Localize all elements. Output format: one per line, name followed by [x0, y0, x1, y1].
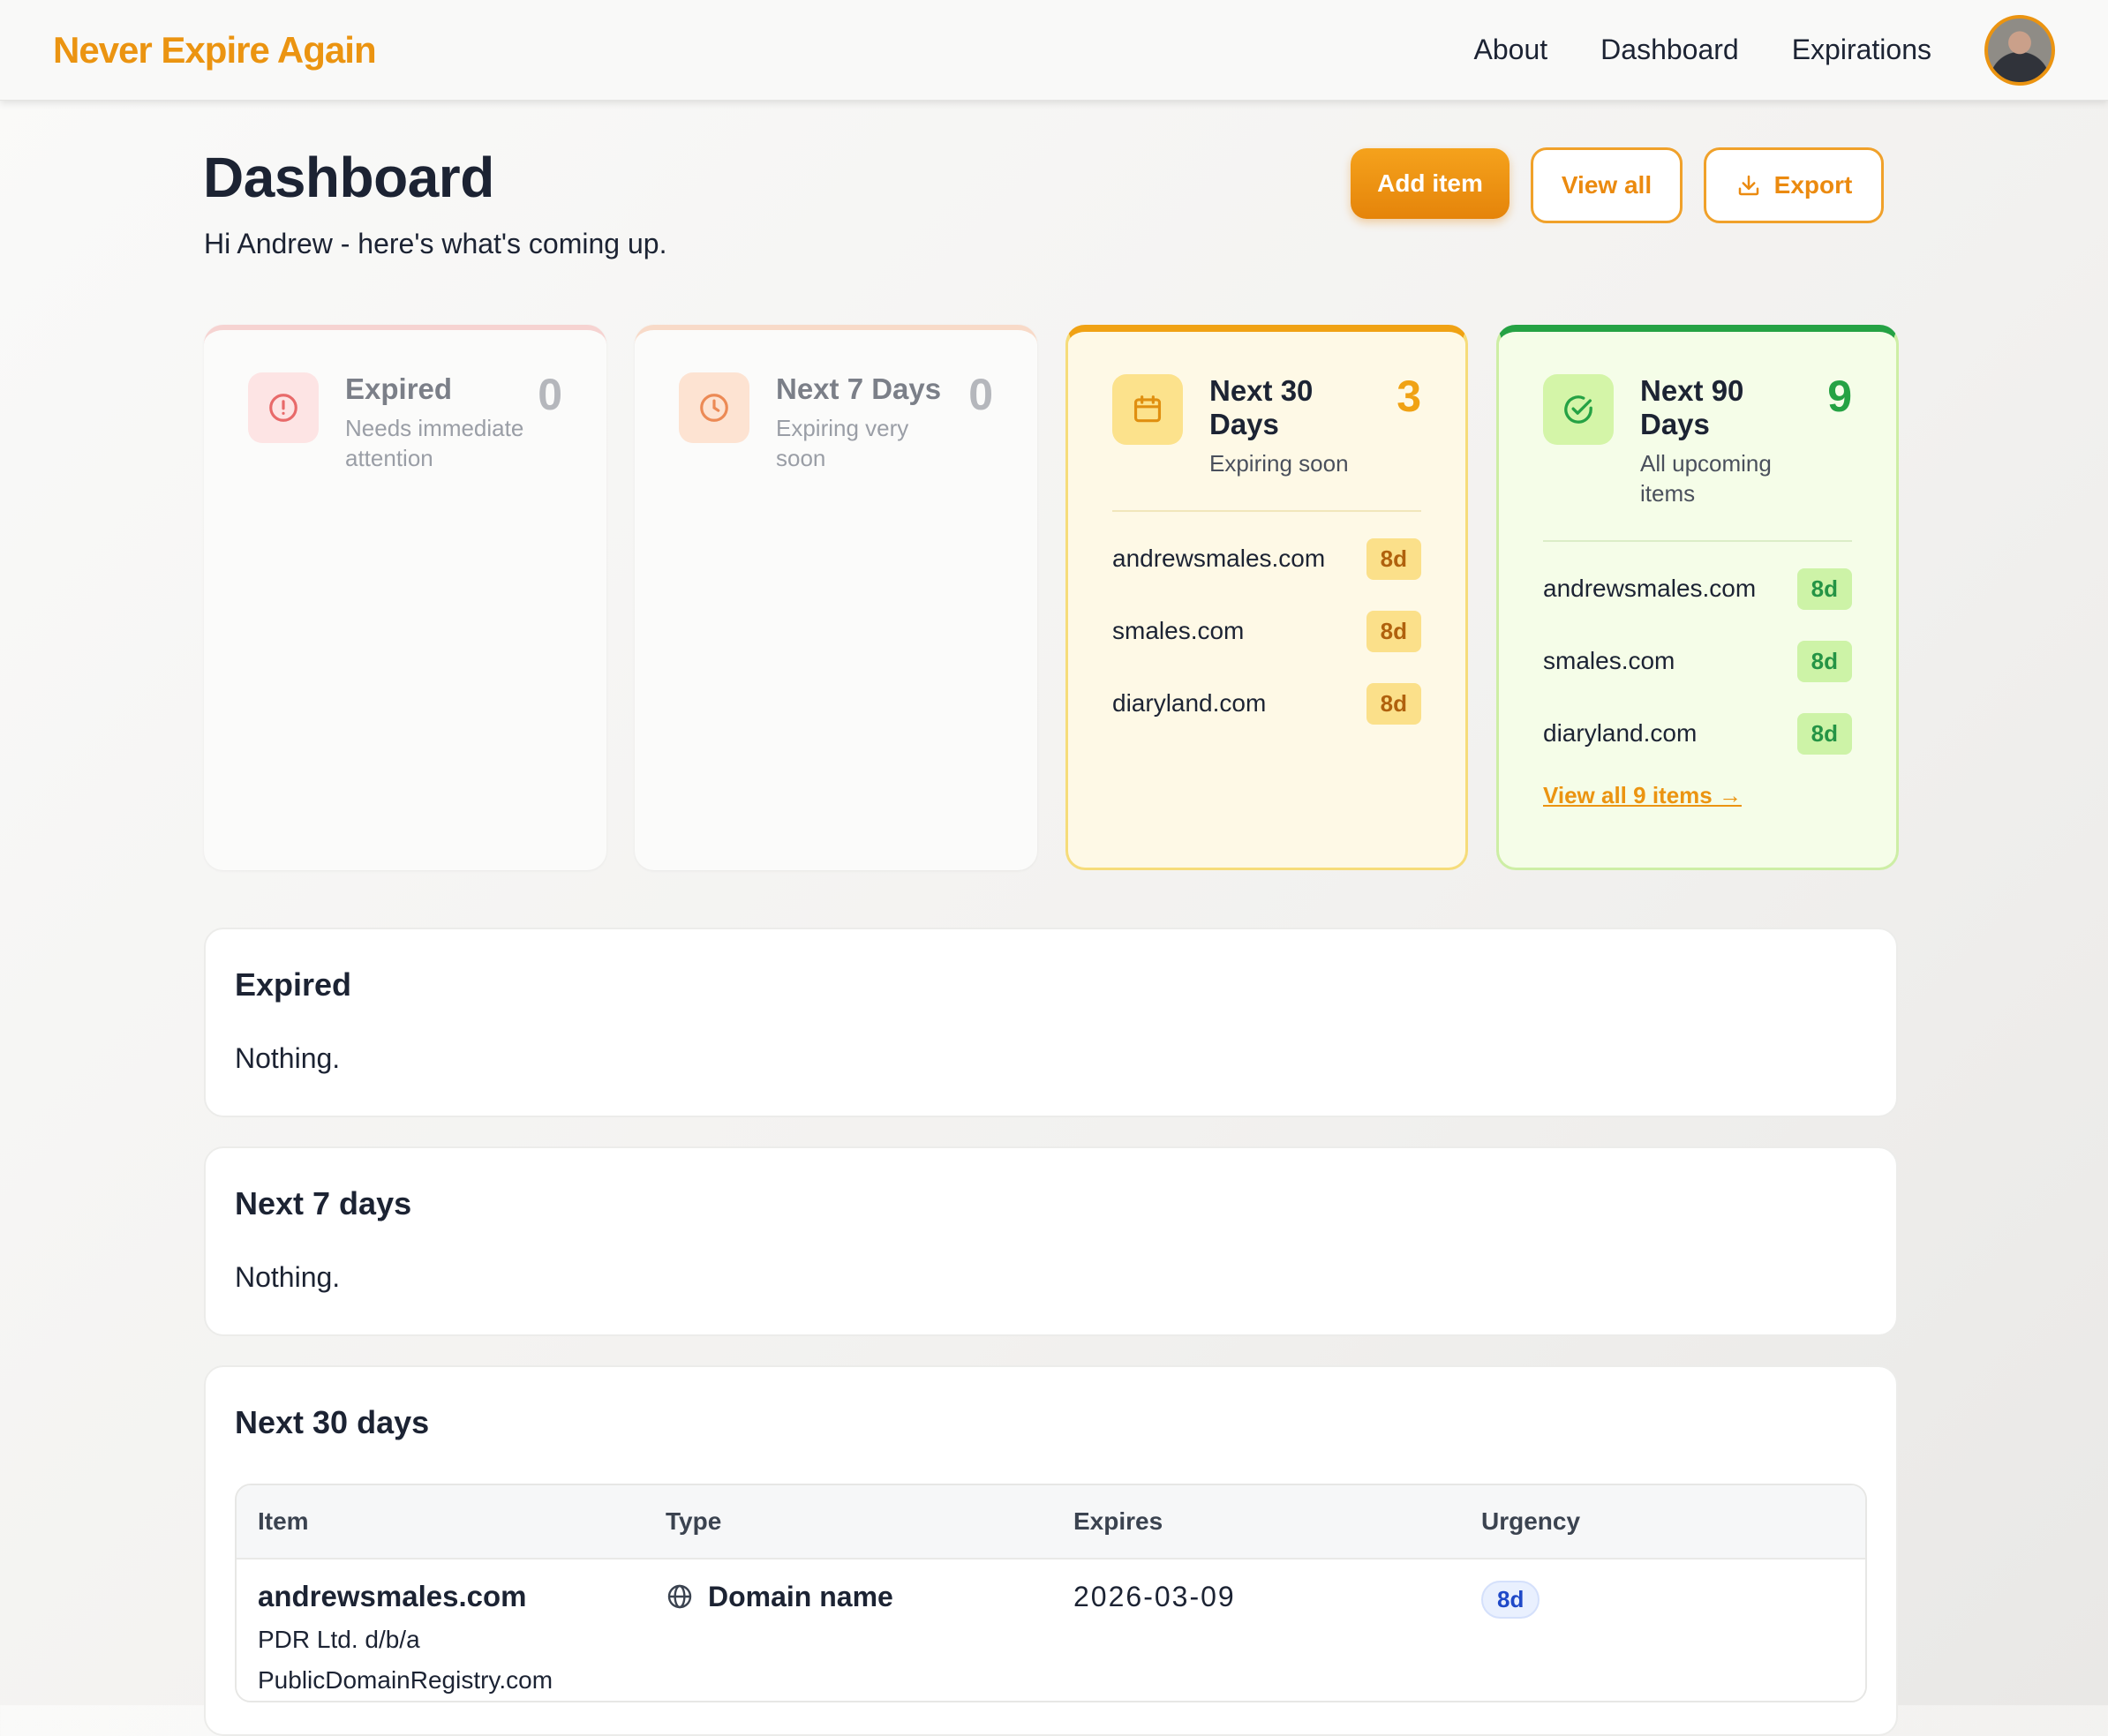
card-next30-count: 3 — [1397, 372, 1421, 421]
list-item[interactable]: andrewsmales.com 8d — [1112, 537, 1421, 581]
card-next30-desc: Expiring soon — [1209, 450, 1349, 477]
item-name: diaryland.com — [1112, 689, 1267, 717]
list-item[interactable]: andrewsmales.com 8d — [1543, 567, 1852, 611]
user-avatar[interactable] — [1984, 14, 2055, 86]
days-left-badge: 8d — [1796, 567, 1852, 610]
card-expired-title: Expired — [345, 372, 453, 405]
days-left-badge: 8d — [1796, 640, 1852, 682]
export-button[interactable]: Export — [1704, 147, 1884, 223]
main-nav: About Dashboard Expirations — [1473, 14, 2055, 86]
section-next-30-days: Next 30 days Item Type Expires Urgency a… — [204, 1365, 1898, 1736]
top-navigation-bar: Never Expire Again About Dashboard Expir… — [0, 0, 2108, 101]
brand-logo[interactable]: Never Expire Again — [53, 28, 377, 71]
type-label: Domain name — [708, 1581, 893, 1612]
download-icon — [1738, 175, 1758, 196]
view-all-label: View all — [1561, 171, 1653, 199]
section-next-7-days: Next 7 days Nothing. — [204, 1146, 1898, 1336]
days-left-badge: 8d — [1366, 610, 1421, 652]
card-expired-count: 0 — [538, 370, 562, 419]
column-header-item[interactable]: Item — [258, 1507, 309, 1535]
card-next7-title: Next 7 Days — [776, 372, 942, 405]
card-divider — [1112, 510, 1421, 512]
urgency-badge: 8d — [1481, 1581, 1540, 1619]
section-title: Expired — [235, 966, 352, 1003]
card-next7-desc: Expiring very soon — [776, 415, 909, 471]
item-name: andrewsmales.com — [1543, 575, 1757, 602]
days-left-badge: 8d — [1366, 682, 1421, 725]
globe-icon — [667, 1584, 692, 1609]
section-title: Next 7 days — [235, 1185, 412, 1221]
list-item[interactable]: diaryland.com 8d — [1112, 681, 1421, 725]
empty-message: Nothing. — [235, 1261, 341, 1293]
page-title: Dashboard — [203, 146, 494, 209]
nav-dashboard-link[interactable]: Dashboard — [1600, 34, 1739, 65]
add-item-label: Add item — [1377, 169, 1483, 197]
card-next-90-days[interactable]: Next 90 Days All upcoming items 9 andrew… — [1496, 325, 1899, 870]
card-next-7-days[interactable]: Next 7 Days Expiring very soon 0 — [635, 325, 1037, 870]
list-item[interactable]: smales.com 8d — [1543, 639, 1852, 683]
cell-type: Domain name — [644, 1579, 1052, 1701]
item-registrar: PDR Ltd. d/b/a PublicDomainRegistry.com — [258, 1626, 553, 1694]
item-name: diaryland.com — [1543, 719, 1698, 747]
card-next90-title: Next 90 Days — [1640, 374, 1744, 440]
item-name: andrewsmales.com — [1112, 545, 1326, 572]
item-name: smales.com — [1543, 647, 1675, 674]
section-expired: Expired Nothing. — [204, 928, 1898, 1117]
card-next-30-days[interactable]: Next 30 Days Expiring soon 3 andrewsmale… — [1065, 325, 1468, 870]
card-expired-desc: Needs immediate attention — [345, 415, 524, 471]
export-label: Export — [1773, 171, 1853, 199]
card-next30-title: Next 30 Days — [1209, 374, 1314, 440]
expirations-table: Item Type Expires Urgency andrewsmales.c… — [235, 1484, 1867, 1702]
item-name[interactable]: andrewsmales.com — [258, 1580, 527, 1612]
table-row[interactable]: andrewsmales.com PDR Ltd. d/b/a PublicDo… — [237, 1559, 1865, 1701]
days-left-badge: 8d — [1796, 712, 1852, 755]
empty-message: Nothing. — [235, 1042, 341, 1074]
nav-expirations-link[interactable]: Expirations — [1791, 34, 1931, 65]
view-all-button[interactable]: View all — [1531, 147, 1683, 223]
column-header-expires[interactable]: Expires — [1073, 1507, 1163, 1535]
expiry-date: 2026-03-09 — [1073, 1581, 1236, 1612]
card-expired[interactable]: Expired Needs immediate attention 0 — [204, 325, 606, 870]
table-header: Item Type Expires Urgency — [237, 1485, 1865, 1559]
cell-urgency: 8d — [1460, 1579, 1865, 1701]
check-circle-icon — [1543, 374, 1614, 445]
page-subtitle: Hi Andrew - here's what's coming up. — [204, 228, 667, 259]
card-next30-list: andrewsmales.com 8d smales.com 8d diaryl… — [1112, 537, 1421, 725]
add-item-button[interactable]: Add item — [1351, 148, 1509, 219]
days-left-badge: 8d — [1366, 537, 1421, 580]
list-item[interactable]: smales.com 8d — [1112, 609, 1421, 653]
list-item[interactable]: diaryland.com 8d — [1543, 711, 1852, 755]
card-next90-desc: All upcoming items — [1640, 450, 1772, 507]
view-all-items-link[interactable]: View all 9 items → — [1543, 782, 1742, 808]
column-header-type[interactable]: Type — [666, 1507, 722, 1535]
item-name: smales.com — [1112, 617, 1245, 644]
card-divider — [1543, 540, 1852, 542]
nav-about-link[interactable]: About — [1473, 34, 1548, 65]
card-next90-count: 9 — [1827, 372, 1852, 421]
column-header-urgency[interactable]: Urgency — [1481, 1507, 1581, 1535]
cell-item: andrewsmales.com PDR Ltd. d/b/a PublicDo… — [237, 1579, 644, 1701]
cell-expires: 2026-03-09 — [1052, 1579, 1460, 1701]
card-next90-list: andrewsmales.com 8d smales.com 8d diaryl… — [1543, 567, 1852, 755]
alert-circle-icon — [248, 372, 319, 443]
calendar-icon — [1112, 374, 1183, 445]
section-title: Next 30 days — [235, 1404, 430, 1440]
card-next7-count: 0 — [968, 370, 993, 419]
clock-icon — [679, 372, 749, 443]
